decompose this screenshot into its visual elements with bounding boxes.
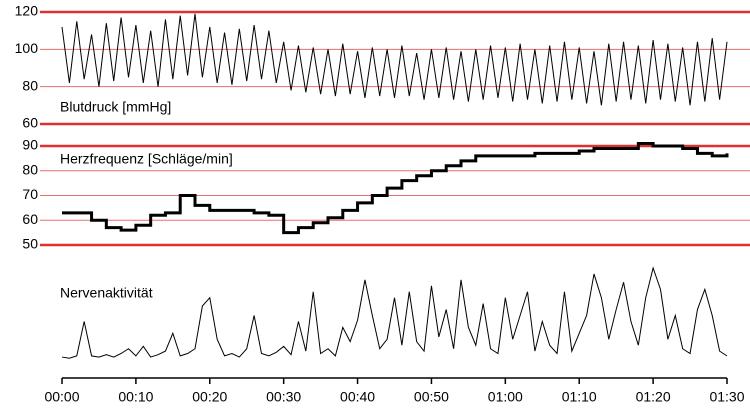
x-tick-label: 00:20 — [192, 389, 227, 405]
y-tick-label: 50 — [22, 236, 38, 252]
panel-label: Herzfrequenz [Schläge/min] — [60, 151, 233, 167]
x-tick-label: 00:50 — [414, 389, 449, 405]
x-tick-label: 00:10 — [118, 389, 153, 405]
x-tick-label: 01:30 — [709, 389, 744, 405]
panel-label: Nervenaktivität — [60, 285, 153, 301]
x-tick-label: 01:10 — [562, 389, 597, 405]
y-tick-label: 100 — [15, 40, 39, 56]
y-tick-label: 90 — [22, 137, 38, 153]
y-tick-label: 80 — [22, 161, 38, 177]
heart-rate-line — [62, 142, 729, 235]
y-tick-label: 60 — [22, 115, 38, 131]
x-tick-label: 00:30 — [266, 389, 301, 405]
y-tick-label: 80 — [22, 77, 38, 93]
y-tick-label: 120 — [15, 3, 39, 19]
x-tick-label: 00:40 — [340, 389, 375, 405]
y-tick-label: 60 — [22, 211, 38, 227]
signal-line — [61, 13, 728, 106]
panel-label: Blutdruck [mmHg] — [60, 99, 171, 115]
x-tick-label: 01:00 — [488, 389, 523, 405]
x-tick-label: 01:20 — [636, 389, 671, 405]
signal-line — [61, 266, 728, 359]
x-tick-label: 00:00 — [44, 389, 79, 405]
y-tick-label: 70 — [22, 186, 38, 202]
